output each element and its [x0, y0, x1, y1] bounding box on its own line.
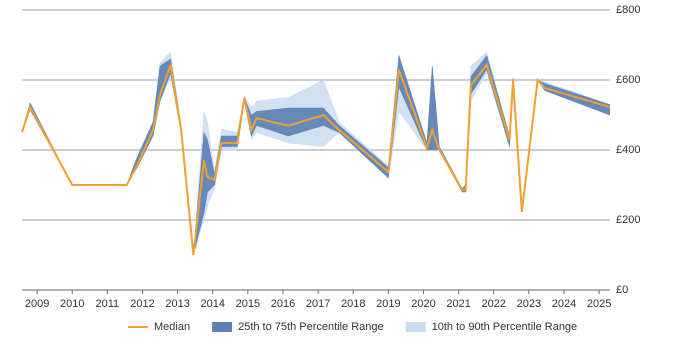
y-tick-label: £600: [616, 74, 640, 86]
x-tick-label: 2019: [376, 298, 400, 310]
y-tick-label: £0: [616, 284, 628, 296]
y-tick-label: £400: [616, 144, 640, 156]
x-tick-label: 2024: [552, 298, 576, 310]
legend-swatch: [212, 322, 233, 332]
legend-label: 25th to 75th Percentile Range: [238, 321, 384, 333]
x-tick-label: 2009: [25, 298, 49, 310]
x-tick-label: 2018: [341, 298, 365, 310]
y-tick-label: £200: [616, 214, 640, 226]
x-tick-label: 2011: [96, 298, 120, 310]
x-tick-label: 2016: [271, 298, 295, 310]
x-tick-label: 2022: [481, 298, 505, 310]
x-tick-label: 2013: [165, 298, 189, 310]
x-tick-label: 2023: [517, 298, 541, 310]
legend-swatch: [405, 322, 426, 332]
x-tick-label: 2014: [200, 298, 224, 310]
percentile-band: [21, 54, 610, 256]
median-line: [21, 62, 610, 256]
x-tick-label: 2010: [60, 298, 84, 310]
x-tick-label: 2012: [130, 298, 154, 310]
legend-label: 10th to 90th Percentile Range: [432, 321, 578, 333]
x-tick-label: 2025: [587, 298, 611, 310]
legend-label: Median: [154, 321, 190, 333]
x-tick-label: 2021: [446, 298, 470, 310]
y-tick-label: £800: [616, 4, 640, 16]
x-tick-label: 2020: [411, 298, 435, 310]
x-tick-label: 2017: [306, 298, 330, 310]
x-tick-label: 2015: [236, 298, 260, 310]
